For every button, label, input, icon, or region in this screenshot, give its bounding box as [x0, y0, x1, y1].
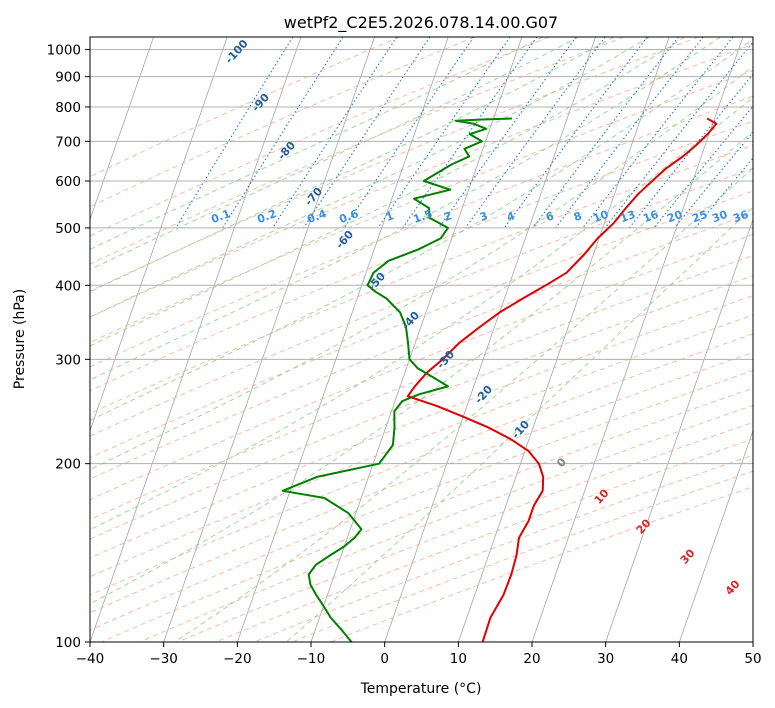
y-tick-label: 200	[55, 457, 81, 473]
y-tick-label: 100	[55, 635, 81, 651]
plot-background	[90, 37, 753, 642]
x-axis-label: Temperature (°C)	[360, 681, 482, 697]
mixing-ratio-line	[604, 41, 753, 229]
dry-adiabat-line	[90, 37, 624, 265]
y-tick-label: 300	[55, 352, 81, 368]
y-tick-label: 700	[55, 134, 81, 150]
x-tick-label: 30	[597, 651, 614, 667]
x-tick-label: 20	[523, 651, 540, 667]
mixing-ratio-line	[303, 37, 431, 229]
y-tick-label: 500	[55, 221, 81, 237]
mixing-ratio-line	[222, 37, 344, 229]
mixing-ratio-label: 6	[544, 209, 556, 224]
mixing-ratio-label: 1	[384, 209, 396, 224]
y-axis-ticks: 100 200 300 400 500 600 700 800 900 1000	[47, 43, 90, 651]
plot-frame	[89, 36, 754, 643]
x-tick-label: −10	[297, 651, 326, 667]
mixing-ratio-line	[343, 37, 475, 229]
moist-adiabat-line	[90, 130, 753, 605]
y-tick-label: 400	[55, 278, 81, 294]
chart-title: wetPf2_C2E5.2026.078.14.00.G07	[284, 13, 558, 33]
dry-adiabat-line	[90, 333, 753, 596]
mixing-ratio-label: 8	[572, 209, 584, 224]
mixing-ratio-line	[582, 37, 734, 229]
pressure-grid	[90, 49, 753, 642]
moist-adiabat-line	[90, 38, 753, 421]
mixing-ratio-label: 30	[710, 208, 729, 226]
mixing-ratio-label: 1.5	[411, 207, 434, 226]
moist-adiabat-line	[90, 37, 579, 271]
temperature-line	[406, 117, 718, 642]
y-tick-label: 1000	[47, 43, 81, 59]
isotherm-line	[163, 37, 375, 642]
dry-adiabat-line	[90, 120, 753, 392]
mixing-ratio-label: 10	[591, 208, 610, 226]
moist-adiabat-line	[174, 167, 753, 642]
moist-adiabat-line	[90, 37, 615, 293]
mixing-ratio-label: 0.4	[305, 207, 328, 226]
mixing-ratio-label: 4	[505, 209, 517, 224]
x-tick-label: 0	[380, 651, 389, 667]
dry-adiabat-line	[90, 275, 753, 540]
mixing-ratio-line	[438, 37, 577, 229]
y-axis-label: Pressure (hPa)	[12, 289, 28, 389]
mixing-ratio-line	[175, 37, 294, 229]
y-tick-label: 900	[55, 70, 81, 86]
isotherm-line	[752, 640, 753, 642]
mixing-ratio-label: 16	[641, 208, 660, 226]
isotherm-line	[678, 429, 753, 642]
y-tick-label: 800	[55, 100, 81, 116]
x-tick-label: −30	[149, 651, 178, 667]
dry-adiabat-line	[90, 37, 699, 292]
mixing-ratio-line	[628, 73, 753, 229]
mixing-ratio-line	[272, 37, 398, 229]
moist-adiabat-line	[90, 37, 721, 381]
mixing-ratio-label: 0.2	[255, 207, 278, 226]
mixing-ratio-line	[503, 37, 648, 229]
mixing-ratio-label: 0.6	[337, 207, 360, 226]
mixing-ratio-label: 0.1	[209, 207, 232, 226]
dry-adiabat-line	[90, 37, 475, 208]
mixing-ratio-label: 2	[442, 209, 454, 224]
mixing-ratio-label: 13	[618, 208, 637, 225]
profile-lines	[281, 117, 718, 642]
mixing-ratio-line	[465, 37, 606, 229]
mixing-ratio-line	[674, 131, 753, 229]
dry-adiabat-line	[90, 314, 753, 578]
dry-adiabat-line	[90, 167, 753, 437]
x-tick-label: 50	[744, 651, 761, 667]
mixing-ratio-label: 3	[478, 209, 490, 224]
mixing-ratio-line	[694, 157, 753, 229]
dry-adiabat-line	[90, 369, 753, 631]
isotherm-line	[90, 37, 154, 221]
dry-adiabat-line	[90, 95, 753, 368]
isotherm-line	[457, 37, 670, 642]
mixing-ratio-label: 25	[690, 208, 709, 225]
dry-adiabat-line	[90, 37, 550, 237]
dewpoint-line	[281, 117, 512, 642]
isotherm-line	[90, 37, 228, 432]
x-tick-label: 10	[450, 651, 467, 667]
isotherm-line	[384, 37, 596, 642]
x-axis-ticks: −40 −30 −20 −10 0 10 20 30 40 50	[76, 642, 762, 667]
dry-adiabat-line	[90, 190, 753, 459]
x-tick-label: −40	[76, 651, 105, 667]
isotherm-line	[605, 218, 753, 642]
x-tick-label: 40	[671, 651, 688, 667]
mixing-ratio-label: 20	[665, 208, 684, 226]
mixing-ratio-line	[377, 37, 511, 229]
isotherm-line	[90, 37, 302, 642]
isotherm-line	[236, 37, 449, 642]
x-tick-label: −20	[223, 651, 252, 667]
isotherm-line	[0, 37, 6, 642]
y-tick-label: 600	[55, 174, 81, 190]
mixing-ratio-label: 36	[731, 208, 750, 226]
dry-adiabat-line	[90, 212, 753, 480]
moist-adiabat-line	[90, 37, 650, 318]
